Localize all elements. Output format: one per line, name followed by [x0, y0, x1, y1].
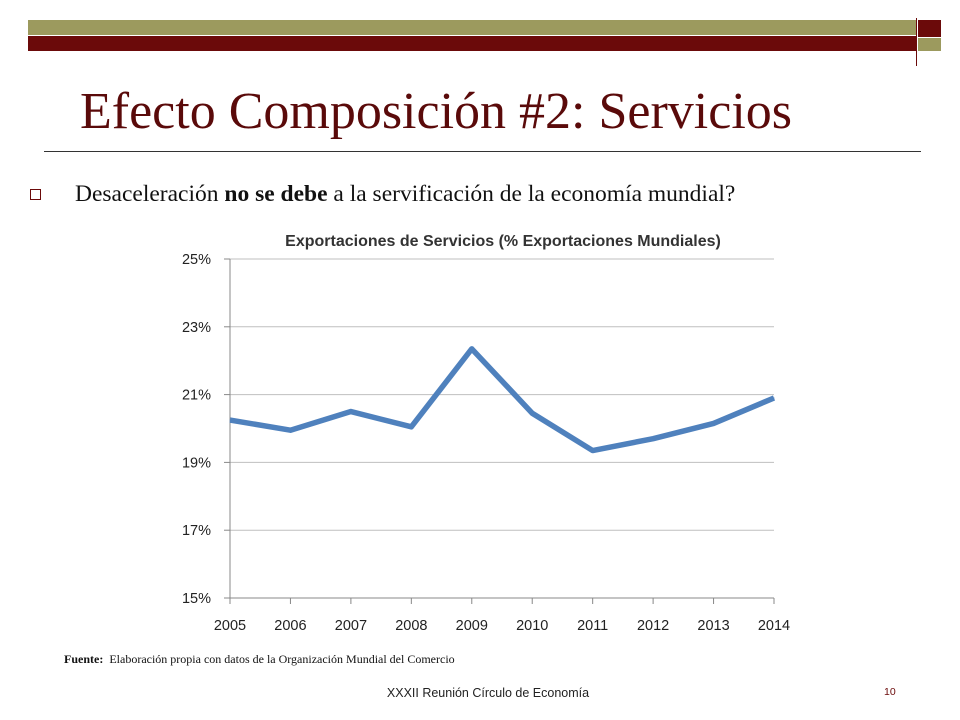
- decorative-band-bottom: [28, 36, 916, 51]
- slide-title: Efecto Composición #2: Servicios: [80, 83, 793, 140]
- y-tick-label: 19%: [182, 455, 211, 471]
- chart-series: [229, 346, 776, 454]
- chart-axes: [224, 258, 775, 604]
- y-tick-label: 23%: [182, 320, 211, 336]
- slide-footer: XXXII Reunión Círculo de Economía: [386, 686, 590, 700]
- bullet-text: Desaceleración no se debe a la servifica…: [75, 181, 735, 208]
- x-tick-label: 2013: [697, 618, 729, 634]
- series-line: [229, 346, 776, 454]
- y-tick-label: 21%: [182, 388, 211, 404]
- y-tick-label: 15%: [182, 591, 211, 607]
- data-point: [410, 426, 412, 428]
- x-tick-label: 2012: [637, 618, 669, 634]
- decorative-square-top: [918, 20, 941, 37]
- decorative-vertical-line: [916, 18, 917, 66]
- data-point: [652, 438, 654, 440]
- x-tick-label: 2009: [456, 618, 488, 634]
- x-tick-label: 2011: [577, 618, 608, 634]
- x-tick-label: 2010: [516, 618, 548, 634]
- chart-title: Exportaciones de Servicios (% Exportacio…: [285, 233, 721, 250]
- data-point: [713, 422, 715, 424]
- page-number: 10: [884, 686, 896, 698]
- bullet-text-start: Desaceleración: [75, 181, 225, 207]
- y-tick-label: 17%: [182, 523, 211, 539]
- decorative-square-bottom: [918, 38, 941, 51]
- x-tick-label: 2014: [758, 618, 790, 634]
- data-point: [592, 450, 594, 452]
- source-text: Elaboración propia con datos de la Organ…: [109, 652, 455, 666]
- y-tick-label: 25%: [182, 252, 211, 268]
- y-axis-labels: 15% 17% 19% 21% 23% 25%: [182, 252, 211, 607]
- data-point: [229, 419, 231, 421]
- bullet-point: Desaceleración no se debe a la servifica…: [30, 181, 735, 208]
- x-axis-labels: 2005 2006 2007 2008 2009 2010 2011 2012 2013 2014: [214, 618, 790, 634]
- decorative-band-top: [28, 20, 916, 35]
- title-divider: [44, 151, 921, 152]
- x-tick-label: 2005: [214, 618, 246, 634]
- data-point: [773, 397, 775, 399]
- x-tick-label: 2007: [335, 618, 367, 634]
- data-point: [350, 411, 352, 413]
- bullet-text-emphasis: no se debe: [224, 181, 328, 207]
- source-label: Fuente:: [64, 652, 104, 666]
- square-bullet-icon: [30, 189, 41, 200]
- data-point: [289, 429, 291, 431]
- bullet-text-end: a la servificación de la economía mundia…: [327, 181, 736, 207]
- x-tick-label: 2006: [274, 618, 306, 634]
- source-note: Fuente: Elaboración propia con datos de l…: [64, 652, 455, 667]
- data-point: [531, 412, 533, 414]
- x-tick-label: 2008: [395, 618, 427, 634]
- data-point: [471, 348, 473, 350]
